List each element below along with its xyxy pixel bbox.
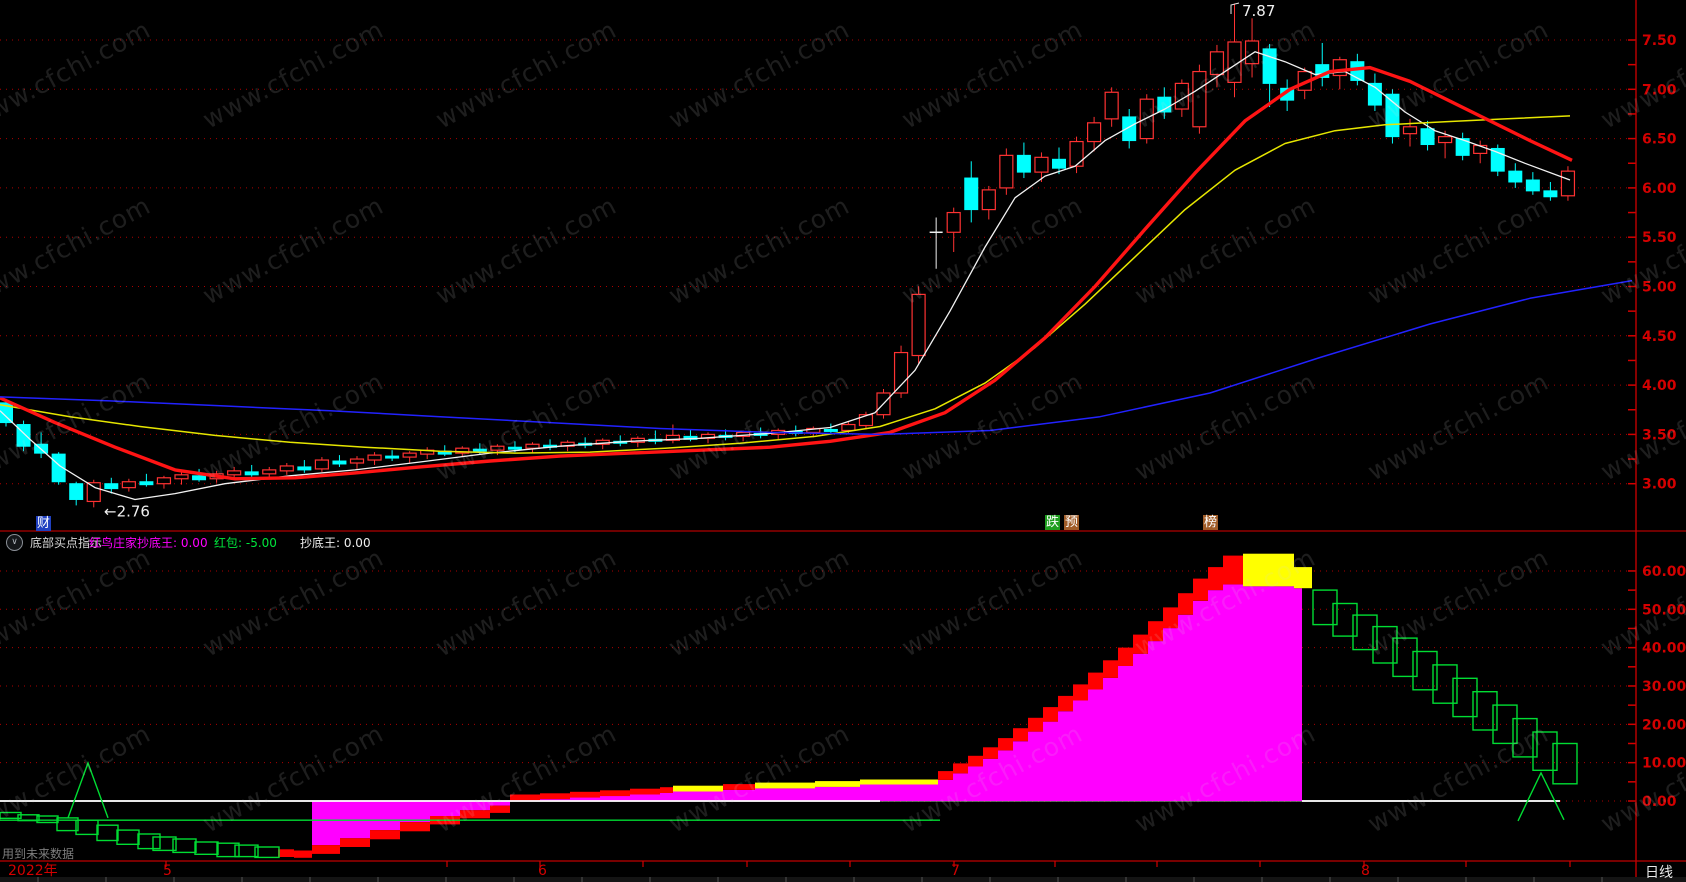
svg-text:50.00: 50.00	[1642, 602, 1686, 618]
svg-text:8: 8	[1361, 863, 1370, 879]
indicator-panel: 60.00 50.00 40.00 30.00 20.00 10.00 0.00	[0, 553, 1686, 859]
svg-text:4.50: 4.50	[1642, 329, 1677, 345]
svg-text:2022年: 2022年	[8, 863, 58, 879]
indicator-value-chaodiwang: 抄底王: 0.00	[300, 536, 371, 550]
svg-text:10.00: 10.00	[1642, 756, 1686, 772]
svg-text:5: 5	[163, 863, 172, 879]
svg-text:60.00: 60.00	[1642, 564, 1686, 580]
ma-fast-white	[0, 51, 1571, 501]
svg-text:5.50: 5.50	[1642, 230, 1677, 246]
svg-text:7.00: 7.00	[1642, 82, 1677, 98]
svg-text:6: 6	[538, 863, 547, 879]
chevron-down-circle-icon[interactable]: ∨	[6, 533, 23, 551]
rank-marker-badge[interactable]: 榜	[1203, 515, 1219, 530]
ma-long-blue	[0, 279, 1633, 436]
indicator-title[interactable]: 底部买点指示	[30, 536, 103, 550]
ma-slow-red	[0, 65, 1573, 481]
svg-text:7: 7	[951, 863, 960, 879]
svg-text:6.00: 6.00	[1642, 181, 1677, 197]
future-data-warning: 用到未来数据	[2, 847, 75, 861]
drop-marker-badge[interactable]: 跌	[1045, 515, 1061, 530]
main-price-panel: 7.50 7.00 6.50 6.00 5.50 5.00 4.50 4.00 3.50 3.00…	[0, 2, 1677, 520]
ma-mid-yellow	[0, 115, 1571, 454]
alert-marker-badge[interactable]: 预	[1064, 515, 1080, 530]
indicator-value-hongbao: 红包: -5.00	[214, 536, 277, 550]
svg-text:6.50: 6.50	[1642, 132, 1677, 148]
svg-text:5.00: 5.00	[1642, 280, 1677, 296]
svg-text:4.00: 4.00	[1642, 378, 1677, 394]
period-daily-label[interactable]: 日线	[1645, 865, 1673, 881]
svg-text:0.00: 0.00	[1642, 794, 1677, 810]
svg-text:40.00: 40.00	[1642, 641, 1686, 657]
indicator-fill-area	[312, 584, 1302, 846]
indicator-header-row: ∨ 底部买点指示 红鸟庄家抄底王: 0.00 红包: -5.00 抄底王: 0.…	[0, 533, 1630, 551]
svg-text:3.50: 3.50	[1642, 427, 1677, 443]
svg-text:7.50: 7.50	[1642, 33, 1677, 49]
svg-text:20.00: 20.00	[1642, 717, 1686, 733]
svg-text:30.00: 30.00	[1642, 679, 1686, 695]
svg-text:3.00: 3.00	[1642, 477, 1677, 493]
svg-text:←2.76: ←2.76	[104, 502, 150, 520]
finance-marker-badge[interactable]: 财	[36, 516, 52, 531]
indicator-value-main: 红鸟庄家抄底王: 0.00	[89, 536, 208, 550]
svg-text:7.87: 7.87	[1242, 2, 1275, 20]
